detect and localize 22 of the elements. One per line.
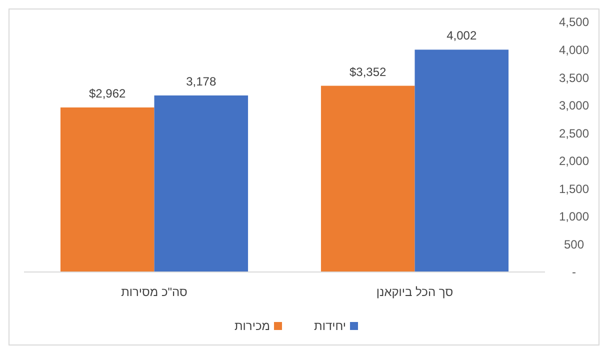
bar bbox=[154, 95, 248, 272]
legend-label: יחידות bbox=[314, 319, 346, 333]
y-tick-label: 1,500 bbox=[558, 182, 590, 196]
data-label: 4,002 bbox=[446, 28, 477, 43]
data-label: $2,962 bbox=[89, 86, 126, 100]
y-tick-label: 3,000 bbox=[558, 98, 590, 113]
y-tick-label: 2,500 bbox=[558, 126, 590, 140]
x-tick-label: סך הכל ביוקאנן bbox=[376, 285, 454, 299]
y-tick-label: 500 bbox=[564, 237, 584, 252]
x-tick-label: סה"כ מסירות bbox=[121, 285, 188, 299]
y-tick-label: 3,500 bbox=[558, 70, 590, 85]
bar bbox=[60, 107, 154, 272]
bar bbox=[320, 86, 415, 272]
y-tick-label: 2,000 bbox=[558, 154, 590, 168]
bar bbox=[414, 50, 509, 272]
y-tick-label: 4,000 bbox=[558, 42, 590, 57]
data-label: 3,178 bbox=[186, 74, 216, 88]
y-tick-label: 4,500 bbox=[558, 15, 590, 30]
data-label: $3,352 bbox=[350, 64, 387, 79]
y-tick-label: 1,000 bbox=[558, 210, 590, 224]
legend-label: מכירות bbox=[234, 319, 270, 333]
y-tick-label: - bbox=[572, 265, 576, 280]
